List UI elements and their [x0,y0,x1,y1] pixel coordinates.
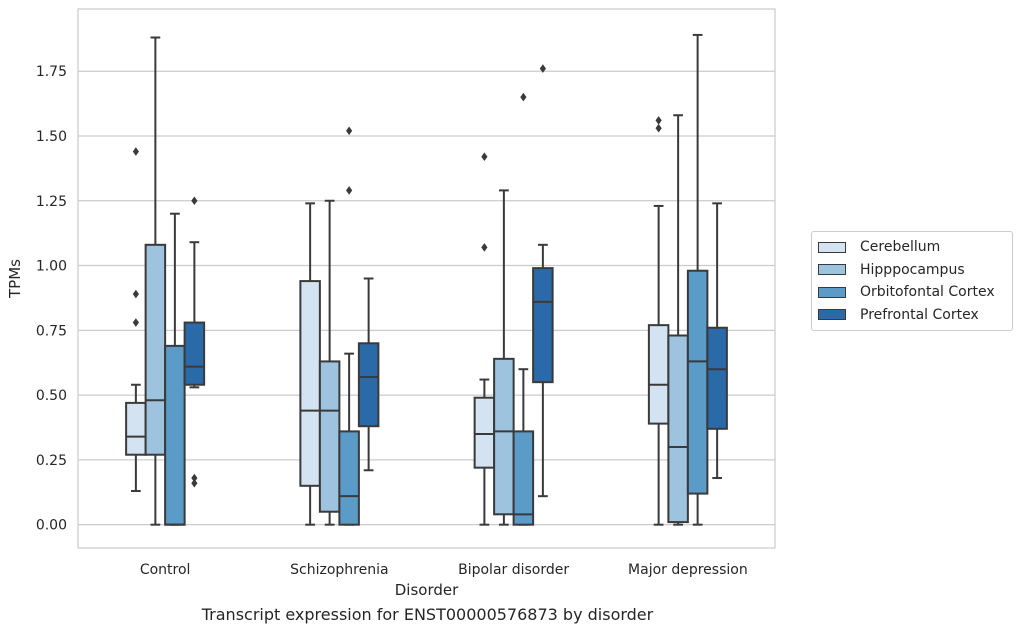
box-2-3 [686,33,709,526]
legend-item-orbitofrontal: Orbitofontal Cortex [812,281,1012,304]
box-1-3 [667,114,689,526]
x-tick-label: Schizophrenia [290,562,388,578]
box-body [473,396,496,469]
box-3-2 [532,64,554,498]
box-body [318,360,341,513]
y-tick-label: 0.50 [36,388,67,404]
box-body [299,280,321,487]
legend-swatch-prefrontal [818,309,846,321]
x-axis-label: Disorder [395,581,459,599]
box-body [144,243,167,456]
flier-point [481,243,488,252]
y-tick-label: 0.00 [36,518,67,534]
legend-item-cerebellum: Cerebellum [812,236,1012,259]
flier-point [539,64,546,73]
box-1-2 [493,189,515,526]
box-3-1 [357,277,380,472]
y-tick-label: 1.75 [36,64,67,80]
box-body [667,334,689,524]
flier-point [191,196,198,206]
x-tick-label: Bipolar disorder [458,562,569,578]
legend-label-prefrontal: Prefrontal Cortex [860,306,979,323]
y-tick-label: 1.00 [36,259,67,275]
box-body [512,430,535,526]
box-body [125,401,147,456]
flier-point [132,318,139,327]
legend: Cerebellum Hipppocampus Orbitofontal Cor… [811,231,1013,331]
flier-point [655,123,662,133]
box-0-2 [473,152,496,526]
flier-point [132,289,139,299]
box-0-3 [647,116,670,526]
box-2-1 [338,126,360,526]
box-body [164,344,186,526]
box-3-3 [706,202,728,480]
box-series [125,33,728,526]
box-body [706,326,728,430]
legend-swatch-cerebellum [818,241,846,253]
flier-point [191,473,198,483]
legend-label-hippocampus: Hipppocampus [860,261,965,278]
box-body [686,269,709,495]
box-body [532,267,554,384]
legend-swatch-orbitofrontal [818,286,846,298]
box-body [493,357,515,516]
y-tick-label: 1.25 [36,194,67,210]
y-tick-labels: 0.00 0.25 0.50 0.75 1.00 1.25 1.50 1.75 [36,64,67,533]
y-tick-label: 1.50 [36,129,67,145]
legend-label-orbitofrontal: Orbitofontal Cortex [860,284,995,301]
flier-point [481,152,488,162]
box-3-0 [183,196,206,488]
box-2-0 [164,212,186,526]
y-tick-label: 0.75 [36,323,67,339]
x-tick-label: Major depression [628,562,748,578]
flier-point [520,92,527,102]
box-body [647,324,670,425]
box-body [338,430,360,526]
box-2-2 [512,92,535,526]
box-0-0 [125,147,147,492]
box-1-1 [318,199,341,526]
box-body [357,342,380,428]
plot-area-frame [77,8,776,549]
flier-point [655,116,662,125]
flier-point [346,126,353,136]
legend-label-cerebellum: Cerebellum [860,239,941,256]
x-tick-label: Control [140,562,191,578]
y-tick-label: 0.25 [36,453,67,469]
flier-point [191,478,198,488]
legend-item-prefrontal: Prefrontal Cortex [812,304,1012,327]
x-tick-labels: Control Schizophrenia Bipolar disorder Majo… [140,562,748,578]
box-0-1 [299,202,321,526]
box-body [183,321,206,386]
box-1-0 [144,36,167,526]
y-axis-label: TPMs [6,259,24,299]
legend-swatch-hippocampus [818,264,846,276]
flier-point [132,147,139,156]
chart-caption: Transcript expression for ENST0000057687… [201,605,654,624]
flier-point [346,186,353,195]
legend-item-hippocampus: Hipppocampus [812,259,1012,282]
